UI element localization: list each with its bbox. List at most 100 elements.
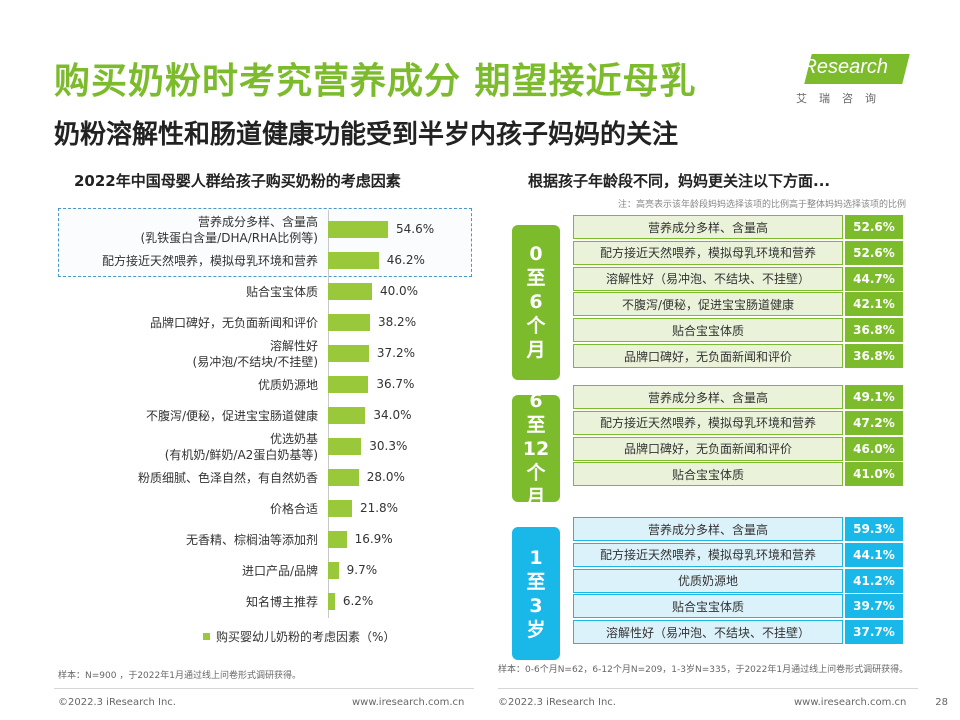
age-group-tab-text: 6 [529, 389, 543, 412]
bar-value-label: 37.2% [376, 346, 415, 360]
bar [328, 593, 335, 610]
factor-value: 42.1% [845, 292, 903, 317]
category-label: 知名博主推荐 [245, 594, 318, 609]
bar [328, 531, 347, 548]
factor-row: 溶解性好（易冲泡、不结块、不挂壁） 37.7% [573, 620, 903, 646]
category-label: 优选奶基 (有机奶/鲜奶/A2蛋白奶基等) [164, 431, 318, 462]
bar-value-label: 16.9% [354, 532, 393, 546]
factor-row: 营养成分多样、含量高 49.1% [573, 385, 903, 411]
factor-row: 配方接近天然喂养，模拟母乳环境和营养 52.6% [573, 240, 903, 267]
right-panel-title: 根据孩子年龄段不同，妈妈更关注以下方面... [528, 172, 831, 190]
factor-row: 贴合宝宝体质 39.7% [573, 594, 903, 620]
age-group-tab-text: 个 [526, 315, 546, 338]
footer-url-right: www.iresearch.com.cn [794, 697, 907, 708]
footer-url-left: www.iresearch.com.cn [352, 697, 465, 708]
bar [328, 562, 339, 579]
age-group-tab-text: 1 [529, 546, 543, 569]
bar-value-label: 28.0% [366, 470, 405, 484]
factor-label: 营养成分多样、含量高 [573, 517, 843, 541]
factor-value: 47.2% [845, 410, 903, 435]
age-group-tab-text: 至 [526, 413, 546, 436]
logo-text: iResearch [798, 56, 889, 78]
age-group-tab: 6 至 12 个月 [512, 390, 560, 508]
bar [328, 283, 372, 300]
factor-label: 营养成分多样、含量高 [573, 385, 843, 409]
bar-value-label: 6.2% [342, 594, 374, 608]
category-label: 不腹泻/便秘，促进宝宝肠道健康 [145, 408, 318, 423]
footer-copyright-right: ©2022.3 iResearch Inc. [498, 697, 616, 708]
factor-value: 39.7% [845, 594, 903, 619]
factor-label: 溶解性好（易冲泡、不结块、不挂壁） [573, 266, 843, 291]
factor-label: 配方接近天然喂养，模拟母乳环境和营养 [573, 410, 843, 435]
chart-legend: 购买婴幼儿奶粉的考虑因素（%） [203, 628, 395, 645]
bar-value-label: 36.7% [376, 377, 415, 391]
bar-value-label: 46.2% [386, 253, 425, 267]
factor-label: 贴合宝宝体质 [573, 318, 843, 343]
category-label: 进口产品/品牌 [241, 563, 318, 578]
age-group-tab-text: 6 [529, 291, 543, 314]
category-label: 品牌口碑好，无负面新闻和评价 [149, 315, 318, 330]
category-label: 营养成分多样、含量高 (乳铁蛋白含量/DHA/RHA比例等) [140, 214, 319, 245]
bar [328, 314, 370, 331]
page-number: 28 [935, 697, 948, 708]
page-title: 购买奶粉时考究营养成分 期望接近母乳 [54, 61, 697, 102]
factor-label: 品牌口碑好，无负面新闻和评价 [573, 436, 843, 461]
bar [328, 407, 366, 424]
factor-value: 37.7% [845, 620, 903, 645]
category-label: 溶解性好 (易冲泡/不结块/不挂壁) [192, 338, 318, 369]
factor-value: 41.2% [845, 568, 903, 593]
page-subtitle: 奶粉溶解性和肠道健康功能受到半岁内孩子妈妈的关注 [54, 120, 679, 150]
category-label: 无香精、棕榈油等添加剂 [185, 532, 318, 547]
factor-label: 品牌口碑好，无负面新闻和评价 [573, 344, 843, 368]
bar-value-label: 9.7% [346, 563, 378, 577]
bar-value-label: 40.0% [379, 284, 419, 298]
factor-row: 优质奶源地 41.2% [573, 568, 903, 595]
right-sample-note: 样本：0-6个月N=62，6-12个月N=209，1-3岁N=335，于2022… [498, 665, 909, 675]
age-group-tab-text: 0 [529, 243, 543, 266]
factor-value: 44.7% [845, 266, 903, 291]
factor-row: 配方接近天然喂养，模拟母乳环境和营养 44.1% [573, 542, 903, 569]
factor-label: 配方接近天然喂养，模拟母乳环境和营养 [573, 542, 843, 567]
age-group-tab-text: 岁 [526, 618, 546, 641]
bar [328, 376, 369, 393]
bar-value-label: 38.2% [377, 315, 417, 329]
age-group-tab-text: 至 [526, 267, 546, 290]
category-label: 贴合宝宝体质 [245, 284, 318, 299]
left-sample-note: 样本：N=900 ，于2022年1月通过线上问卷形式调研获得。 [58, 671, 301, 681]
footer-copyright-left: ©2022.3 iResearch Inc. [58, 697, 176, 708]
bar [328, 500, 352, 517]
age-group-tab-text: 至 [526, 570, 546, 593]
factor-value: 52.6% [845, 215, 903, 239]
factor-row: 贴合宝宝体质 36.8% [573, 318, 903, 344]
bar [328, 345, 369, 362]
footer-divider-right [498, 688, 918, 689]
highlight-box [58, 208, 472, 277]
factor-label: 贴合宝宝体质 [573, 594, 843, 619]
factor-row: 品牌口碑好，无负面新闻和评价 36.8% [573, 344, 903, 370]
footer-divider-left [54, 688, 474, 689]
age-group-tab-text: 3 [529, 594, 543, 617]
factor-row: 营养成分多样、含量高 52.6% [573, 215, 903, 241]
age-group-tab-text: 12 [522, 437, 550, 460]
factor-row: 不腹泻/便秘，促进宝宝肠道健康 42.1% [573, 292, 903, 318]
category-label: 价格合适 [269, 501, 318, 516]
legend-swatch [203, 633, 210, 640]
bar-value-label: 30.3% [369, 439, 408, 453]
bar [328, 221, 388, 238]
factor-label: 配方接近天然喂养，模拟母乳环境和营养 [573, 240, 843, 265]
left-chart-title: 2022年中国母婴人群给孩子购买奶粉的考虑因素 [74, 172, 401, 190]
factor-value: 44.1% [845, 542, 903, 567]
category-label: 优质奶源地 [257, 377, 318, 392]
factor-row: 营养成分多样、含量高 59.3% [573, 517, 903, 543]
factor-label: 营养成分多样、含量高 [573, 215, 843, 239]
age-group-tab-text: 月 [526, 485, 546, 508]
factor-value: 46.0% [845, 436, 903, 461]
category-label: 粉质细腻、色泽自然，有自然奶香 [137, 470, 318, 485]
bar [328, 252, 379, 269]
factor-label: 溶解性好（易冲泡、不结块、不挂壁） [573, 620, 843, 645]
bar-value-label: 34.0% [373, 408, 412, 422]
factor-row: 贴合宝宝体质 41.0% [573, 462, 903, 488]
factor-value: 36.8% [845, 344, 903, 368]
